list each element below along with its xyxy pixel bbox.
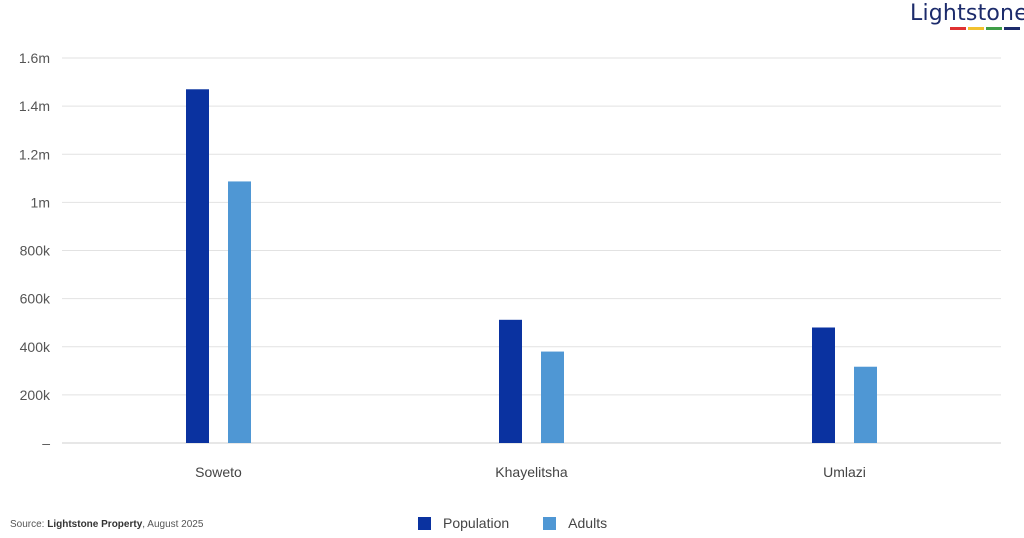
x-tick-label: Khayelitsha bbox=[495, 464, 568, 480]
y-tick-label: – bbox=[42, 435, 50, 451]
y-tick-label: 400k bbox=[20, 339, 51, 355]
lightstone-logo: Lightstone bbox=[910, 1, 1024, 32]
source-name: Lightstone Property bbox=[47, 519, 143, 530]
legend-swatch bbox=[543, 516, 557, 530]
logo-stripe-segment bbox=[1004, 27, 1020, 30]
legend-label: Adults bbox=[568, 515, 608, 531]
source-prefix: Source: bbox=[10, 519, 48, 530]
x-tick-label: Soweto bbox=[195, 464, 242, 480]
bar-population-soweto bbox=[186, 89, 209, 443]
y-tick-label: 800k bbox=[20, 243, 51, 259]
logo-stripe bbox=[910, 27, 1020, 30]
legend-swatch bbox=[418, 516, 431, 530]
y-tick-label: 200k bbox=[20, 387, 51, 403]
chart-legend: Population Adults bbox=[418, 515, 641, 531]
logo-stripe-segment bbox=[986, 27, 1002, 30]
y-tick-label: 1.4m bbox=[19, 98, 50, 114]
y-tick-label: 600k bbox=[20, 291, 51, 307]
x-tick-label: Umlazi bbox=[823, 464, 866, 480]
source-note: Source: Lightstone Property, August 2025 bbox=[10, 519, 203, 530]
logo-text: Lightstone bbox=[910, 1, 1024, 26]
logo-stripe-segment bbox=[950, 27, 966, 30]
bar-adults-umlazi bbox=[854, 366, 877, 443]
bar-population-umlazi bbox=[812, 327, 835, 443]
legend-item: Adults bbox=[543, 515, 607, 531]
bar-adults-soweto bbox=[228, 181, 251, 444]
legend-item: Population bbox=[418, 515, 509, 531]
y-tick-label: 1m bbox=[31, 194, 50, 210]
bar-population-khayelitsha bbox=[499, 319, 522, 443]
logo-stripe-segment bbox=[968, 27, 984, 30]
y-tick-label: 1.2m bbox=[19, 146, 50, 162]
bar-adults-khayelitsha bbox=[541, 351, 564, 443]
y-tick-label: 1.6m bbox=[19, 50, 50, 66]
legend-label: Population bbox=[443, 515, 510, 531]
source-suffix: , August 2025 bbox=[142, 519, 204, 530]
